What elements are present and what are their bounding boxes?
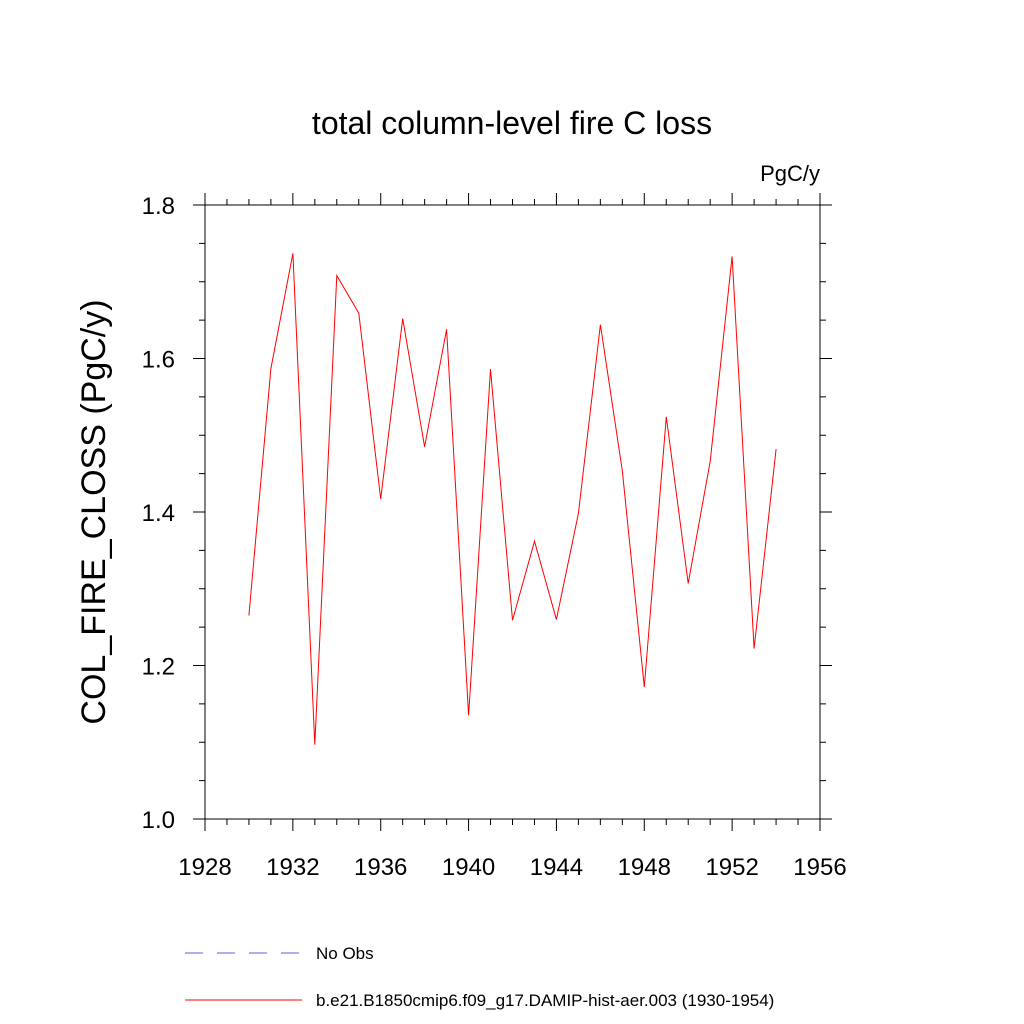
y-tick-label: 1.6 <box>142 347 175 374</box>
y-tick-label: 1.2 <box>142 654 175 681</box>
x-tick-label: 1940 <box>442 854 495 881</box>
x-tick-label: 1952 <box>705 854 758 881</box>
x-tick-label: 1944 <box>530 854 583 881</box>
axis-tick-labels: 1928 1932 1936 1940 1944 1948 1952 1956 1.0 1.2 1.… <box>142 193 847 881</box>
legend-label-series: b.e21.B1850cmip6.f09_g17.DAMIP-hist-aer.… <box>316 991 774 1010</box>
legend: No Obs b.e21.B1850cmip6.f09_g17.DAMIP-hi… <box>185 944 774 1010</box>
y-tick-label: 1.4 <box>142 500 175 527</box>
x-tick-label: 1932 <box>266 854 319 881</box>
units-label: PgC/y <box>760 161 820 186</box>
legend-label-no-obs: No Obs <box>316 944 374 963</box>
y-tick-label: 1.8 <box>142 193 175 220</box>
series-lines <box>248 253 777 745</box>
y-tick-label: 1.0 <box>142 807 175 834</box>
y-axis-label: COL_FIRE_CLOSS (PgC/y) <box>75 299 113 724</box>
x-tick-label: 1948 <box>618 854 671 881</box>
chart-title: total column-level fire C loss <box>312 105 712 141</box>
x-tick-label: 1928 <box>178 854 231 881</box>
axis-ticks <box>193 193 832 831</box>
series-line <box>248 253 777 745</box>
x-tick-label: 1956 <box>793 854 846 881</box>
x-tick-label: 1936 <box>354 854 407 881</box>
